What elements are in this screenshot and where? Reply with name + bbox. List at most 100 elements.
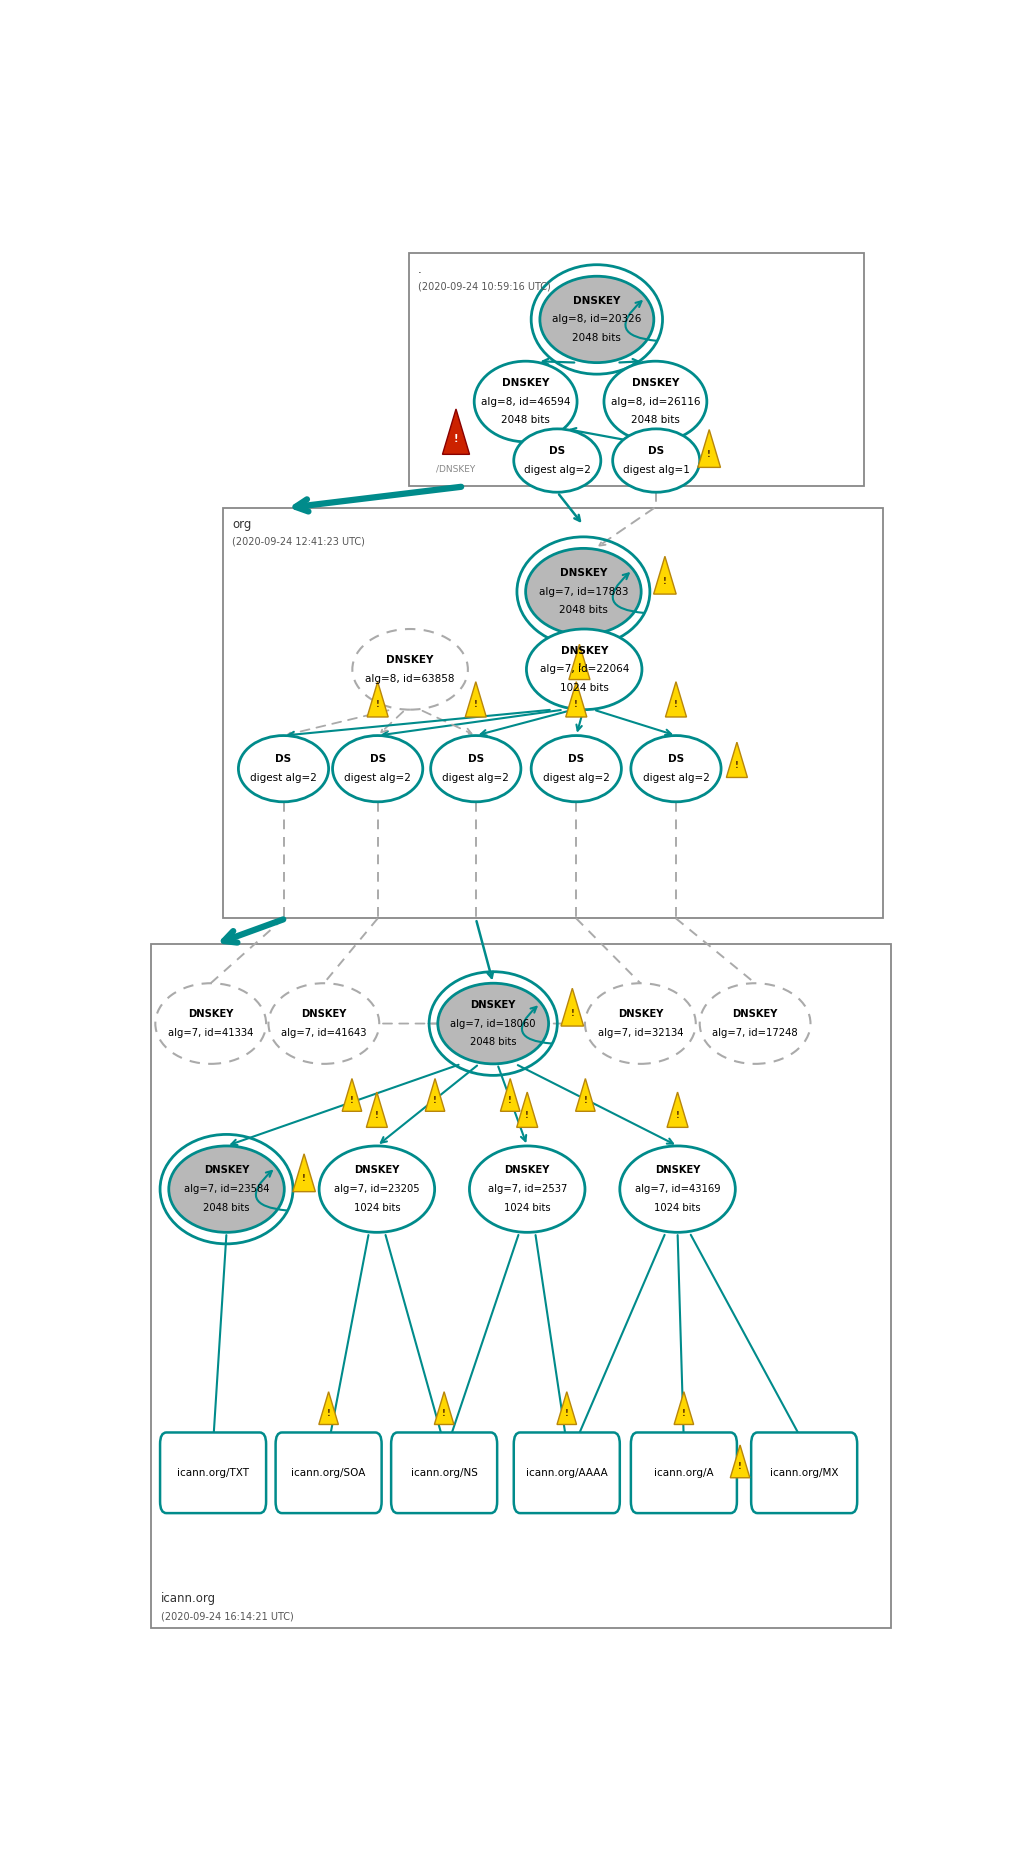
Text: !: ! [571, 1008, 574, 1017]
Text: digest alg=1: digest alg=1 [623, 466, 689, 475]
Ellipse shape [168, 1146, 284, 1232]
Text: !: ! [433, 1096, 437, 1105]
Polygon shape [576, 1079, 595, 1111]
Text: !: ! [565, 1408, 569, 1417]
Text: icann.org/AAAA: icann.org/AAAA [526, 1468, 607, 1477]
Text: !: ! [302, 1174, 306, 1184]
Text: alg=7, id=17883: alg=7, id=17883 [539, 587, 628, 597]
Text: alg=7, id=22064: alg=7, id=22064 [539, 664, 629, 675]
Text: digest alg=2: digest alg=2 [543, 772, 610, 784]
Text: digest alg=2: digest alg=2 [344, 772, 411, 784]
Text: digest alg=2: digest alg=2 [442, 772, 509, 784]
Polygon shape [517, 1092, 538, 1128]
Polygon shape [566, 683, 587, 716]
Text: !: ! [375, 1111, 379, 1120]
Ellipse shape [620, 1146, 735, 1232]
Text: digest alg=2: digest alg=2 [250, 772, 317, 784]
Text: icann.org/MX: icann.org/MX [770, 1468, 838, 1477]
Ellipse shape [604, 361, 707, 441]
Text: DNSKEY: DNSKEY [654, 1165, 700, 1176]
Text: (2020-09-24 10:59:16 UTC): (2020-09-24 10:59:16 UTC) [418, 280, 550, 292]
Ellipse shape [527, 628, 642, 709]
Text: (2020-09-24 16:14:21 UTC): (2020-09-24 16:14:21 UTC) [161, 1612, 294, 1621]
FancyBboxPatch shape [223, 509, 883, 918]
Text: icann.org: icann.org [161, 1593, 216, 1604]
Text: alg=7, id=23584: alg=7, id=23584 [184, 1184, 270, 1195]
Text: digest alg=2: digest alg=2 [642, 772, 710, 784]
Ellipse shape [320, 1146, 435, 1232]
Text: DNSKEY: DNSKEY [732, 1010, 778, 1019]
Text: alg=8, id=46594: alg=8, id=46594 [481, 396, 571, 406]
FancyBboxPatch shape [514, 1432, 620, 1513]
Text: DS: DS [668, 754, 684, 765]
Polygon shape [368, 683, 388, 716]
Ellipse shape [526, 548, 641, 634]
Text: DS: DS [370, 754, 386, 765]
Polygon shape [698, 430, 721, 468]
Text: DNSKEY: DNSKEY [204, 1165, 249, 1176]
Polygon shape [569, 645, 590, 679]
Text: DNSKEY: DNSKEY [354, 1165, 399, 1176]
Text: DNSKEY: DNSKEY [560, 568, 607, 578]
Text: DNSKEY: DNSKEY [561, 645, 607, 656]
Polygon shape [434, 1391, 454, 1425]
Text: (2020-09-24 12:41:23 UTC): (2020-09-24 12:41:23 UTC) [232, 537, 364, 546]
Polygon shape [293, 1154, 315, 1191]
Text: 1024 bits: 1024 bits [353, 1202, 400, 1214]
Polygon shape [674, 1391, 693, 1425]
Text: !: ! [676, 1111, 680, 1120]
Text: .: . [418, 264, 422, 277]
Text: !: ! [708, 451, 712, 458]
Text: icann.org/A: icann.org/A [654, 1468, 714, 1477]
Text: DNSKEY: DNSKEY [504, 1165, 550, 1176]
Text: !: ! [682, 1408, 686, 1417]
Ellipse shape [631, 735, 721, 802]
Ellipse shape [470, 1146, 585, 1232]
Text: DS: DS [276, 754, 292, 765]
Text: alg=8, id=26116: alg=8, id=26116 [611, 396, 700, 406]
Ellipse shape [352, 628, 468, 709]
Ellipse shape [540, 277, 653, 363]
Polygon shape [653, 555, 676, 595]
Text: DNSKEY: DNSKEY [471, 1000, 516, 1010]
Text: DNSKEY: DNSKEY [386, 654, 434, 666]
Text: !: ! [738, 1462, 742, 1472]
Text: !: ! [442, 1408, 446, 1417]
Text: !: ! [575, 701, 578, 709]
Text: !: ! [735, 761, 739, 770]
Text: 2048 bits: 2048 bits [631, 415, 680, 424]
FancyBboxPatch shape [151, 944, 891, 1629]
Text: DS: DS [549, 447, 566, 456]
Text: !: ! [674, 701, 678, 709]
Text: !: ! [583, 1096, 587, 1105]
Text: !: ! [508, 1096, 513, 1105]
Text: /DNSKEY: /DNSKEY [436, 464, 476, 473]
Text: 2048 bits: 2048 bits [573, 333, 622, 344]
Text: !: ! [327, 1408, 331, 1417]
Text: alg=7, id=23205: alg=7, id=23205 [334, 1184, 420, 1195]
Text: alg=7, id=41643: alg=7, id=41643 [281, 1028, 367, 1038]
Ellipse shape [514, 428, 600, 492]
Ellipse shape [438, 984, 548, 1064]
Polygon shape [667, 1092, 688, 1128]
Text: DNSKEY: DNSKEY [632, 378, 679, 387]
Ellipse shape [531, 735, 622, 802]
Ellipse shape [474, 361, 577, 441]
Text: !: ! [350, 1096, 354, 1105]
Polygon shape [466, 683, 486, 716]
Text: digest alg=2: digest alg=2 [524, 466, 591, 475]
Text: DS: DS [468, 754, 484, 765]
Text: alg=8, id=20326: alg=8, id=20326 [552, 314, 641, 324]
Text: DNSKEY: DNSKEY [188, 1010, 234, 1019]
Polygon shape [500, 1079, 520, 1111]
Text: 2048 bits: 2048 bits [203, 1202, 250, 1214]
Text: alg=7, id=2537: alg=7, id=2537 [488, 1184, 567, 1195]
FancyBboxPatch shape [391, 1432, 497, 1513]
Ellipse shape [699, 984, 811, 1064]
Polygon shape [342, 1079, 361, 1111]
Text: 1024 bits: 1024 bits [654, 1202, 700, 1214]
Text: !: ! [663, 576, 667, 585]
Polygon shape [557, 1391, 577, 1425]
Text: 1024 bits: 1024 bits [504, 1202, 550, 1214]
Text: DNSKEY: DNSKEY [502, 378, 549, 387]
